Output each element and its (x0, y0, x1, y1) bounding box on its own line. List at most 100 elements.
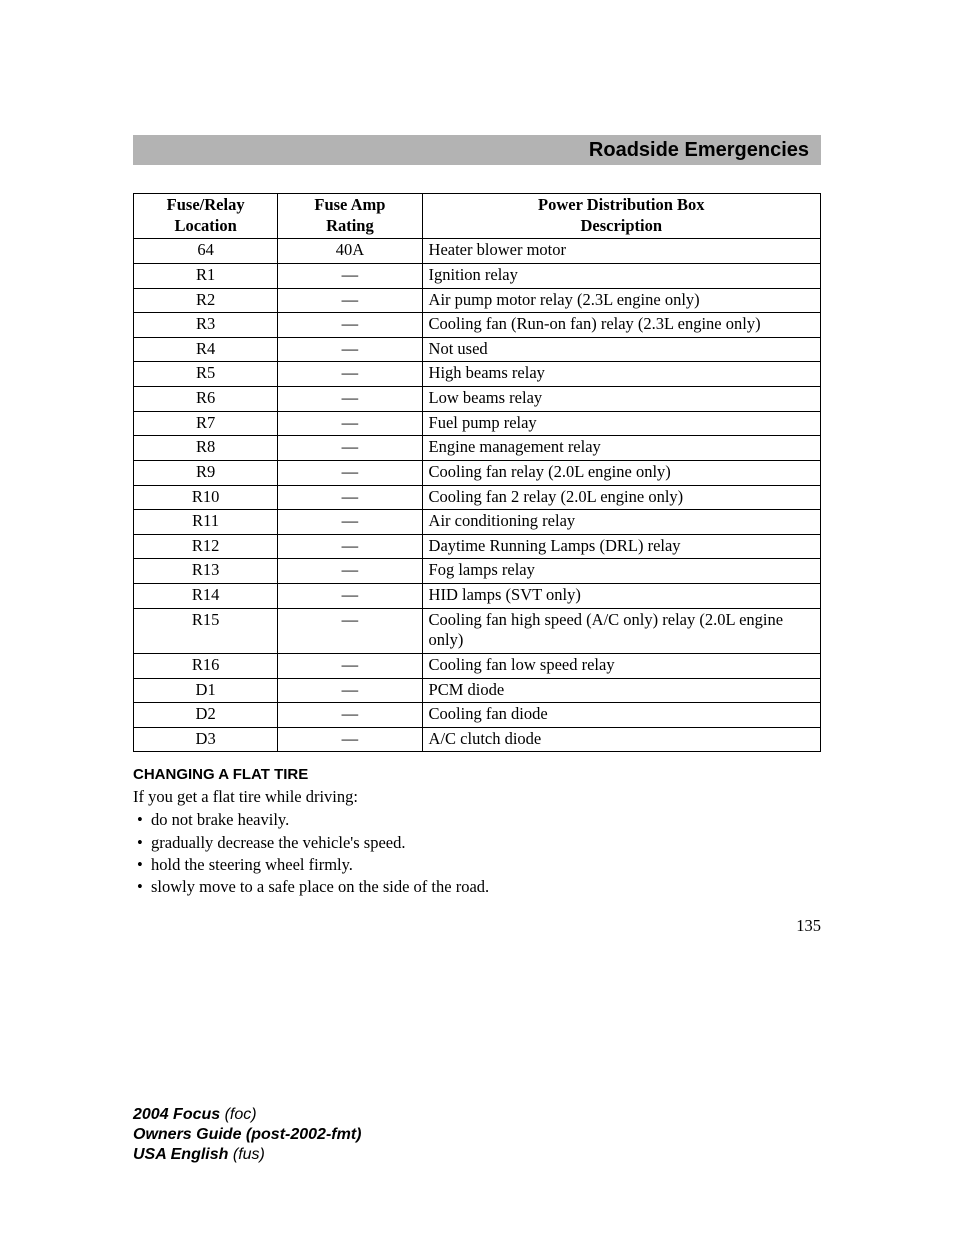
cell-amp: — (278, 678, 422, 703)
cell-amp: — (278, 387, 422, 412)
bullet-item: do not brake heavily. (133, 809, 821, 831)
cell-loc: R3 (134, 313, 278, 338)
table-row: R3—Cooling fan (Run-on fan) relay (2.3L … (134, 313, 821, 338)
cell-loc: R4 (134, 337, 278, 362)
cell-loc: R9 (134, 460, 278, 485)
table-row: R9—Cooling fan relay (2.0L engine only) (134, 460, 821, 485)
col-header-location: Fuse/Relay Location (134, 194, 278, 239)
cell-amp: — (278, 485, 422, 510)
table-row: D1—PCM diode (134, 678, 821, 703)
section-header-bar: Roadside Emergencies (133, 135, 821, 165)
col-header-amp: Fuse Amp Rating (278, 194, 422, 239)
cell-loc: R5 (134, 362, 278, 387)
footer-lang: USA English (133, 1146, 228, 1163)
cell-amp: — (278, 727, 422, 752)
table-row: R15—Cooling fan high speed (A/C only) re… (134, 608, 821, 653)
cell-loc: R2 (134, 288, 278, 313)
cell-desc: PCM diode (422, 678, 820, 703)
cell-amp: — (278, 559, 422, 584)
bullet-item: slowly move to a safe place on the side … (133, 876, 821, 898)
cell-desc: Cooling fan 2 relay (2.0L engine only) (422, 485, 820, 510)
cell-desc: Not used (422, 337, 820, 362)
table-row: D3—A/C clutch diode (134, 727, 821, 752)
table-row: R1—Ignition relay (134, 263, 821, 288)
table-row: R2—Air pump motor relay (2.3L engine onl… (134, 288, 821, 313)
cell-desc: Fuel pump relay (422, 411, 820, 436)
cell-desc: Cooling fan high speed (A/C only) relay … (422, 608, 820, 653)
table-row: D2—Cooling fan diode (134, 703, 821, 728)
cell-desc: Ignition relay (422, 263, 820, 288)
cell-desc: Cooling fan (Run-on fan) relay (2.3L eng… (422, 313, 820, 338)
table-row: R14—HID lamps (SVT only) (134, 584, 821, 609)
footer-line-2: Owners Guide (post-2002-fmt) (133, 1125, 361, 1145)
flat-tire-intro: If you get a flat tire while driving: (133, 787, 821, 807)
cell-desc: HID lamps (SVT only) (422, 584, 820, 609)
cell-desc: Daytime Running Lamps (DRL) relay (422, 534, 820, 559)
bullet-item: gradually decrease the vehicle's speed. (133, 832, 821, 854)
cell-loc: R6 (134, 387, 278, 412)
footer-guide: Owners Guide (post-2002-fmt) (133, 1126, 361, 1143)
cell-desc: Cooling fan low speed relay (422, 653, 820, 678)
cell-amp: — (278, 313, 422, 338)
cell-amp: — (278, 534, 422, 559)
flat-tire-bullets: do not brake heavily. gradually decrease… (133, 809, 821, 898)
table-row: R16—Cooling fan low speed relay (134, 653, 821, 678)
cell-loc: R14 (134, 584, 278, 609)
table-row: R10—Cooling fan 2 relay (2.0L engine onl… (134, 485, 821, 510)
table-row: R4—Not used (134, 337, 821, 362)
cell-loc: R13 (134, 559, 278, 584)
cell-desc: A/C clutch diode (422, 727, 820, 752)
cell-desc: Heater blower motor (422, 239, 820, 264)
table-row: R12—Daytime Running Lamps (DRL) relay (134, 534, 821, 559)
cell-amp: — (278, 510, 422, 535)
cell-amp: — (278, 653, 422, 678)
cell-loc: R8 (134, 436, 278, 461)
table-row: R11—Air conditioning relay (134, 510, 821, 535)
footer-model: 2004 Focus (133, 1106, 220, 1123)
cell-loc: R1 (134, 263, 278, 288)
fuse-relay-table: Fuse/Relay Location Fuse Amp Rating Powe… (133, 193, 821, 752)
cell-loc: 64 (134, 239, 278, 264)
table-header: Fuse/Relay Location Fuse Amp Rating Powe… (134, 194, 821, 239)
cell-amp: — (278, 584, 422, 609)
cell-desc: Cooling fan relay (2.0L engine only) (422, 460, 820, 485)
cell-desc: Air conditioning relay (422, 510, 820, 535)
cell-amp: — (278, 362, 422, 387)
footer-line-1: 2004 Focus (foc) (133, 1105, 361, 1125)
footer-block: 2004 Focus (foc) Owners Guide (post-2002… (133, 1105, 361, 1165)
cell-loc: R7 (134, 411, 278, 436)
table-row: 6440AHeater blower motor (134, 239, 821, 264)
page-number: 135 (133, 916, 821, 936)
cell-loc: R11 (134, 510, 278, 535)
bullet-item: hold the steering wheel firmly. (133, 854, 821, 876)
flat-tire-heading: CHANGING A FLAT TIRE (133, 766, 821, 783)
cell-loc: R15 (134, 608, 278, 653)
col-header-amp-l1: Fuse Amp Rating (284, 195, 415, 236)
cell-desc: Fog lamps relay (422, 559, 820, 584)
footer-code-3: (fus) (228, 1146, 264, 1163)
table-row: R7—Fuel pump relay (134, 411, 821, 436)
cell-amp: — (278, 411, 422, 436)
table-row: R13—Fog lamps relay (134, 559, 821, 584)
cell-amp: — (278, 263, 422, 288)
cell-desc: Low beams relay (422, 387, 820, 412)
table-body: 6440AHeater blower motor R1—Ignition rel… (134, 239, 821, 752)
cell-loc: R12 (134, 534, 278, 559)
cell-loc: R16 (134, 653, 278, 678)
cell-amp: — (278, 608, 422, 653)
cell-amp: — (278, 460, 422, 485)
cell-amp: 40A (278, 239, 422, 264)
cell-amp: — (278, 337, 422, 362)
cell-desc: Engine management relay (422, 436, 820, 461)
page-container: Roadside Emergencies Fuse/Relay Location… (0, 0, 954, 936)
cell-desc: Air pump motor relay (2.3L engine only) (422, 288, 820, 313)
cell-loc: D3 (134, 727, 278, 752)
col-header-description: Power Distribution Box Description (422, 194, 820, 239)
cell-desc: Cooling fan diode (422, 703, 820, 728)
cell-loc: R10 (134, 485, 278, 510)
table-row: R6—Low beams relay (134, 387, 821, 412)
cell-desc: High beams relay (422, 362, 820, 387)
col-header-location-l1: Fuse/Relay Location (140, 195, 271, 236)
table-header-row: Fuse/Relay Location Fuse Amp Rating Powe… (134, 194, 821, 239)
table-row: R8—Engine management relay (134, 436, 821, 461)
